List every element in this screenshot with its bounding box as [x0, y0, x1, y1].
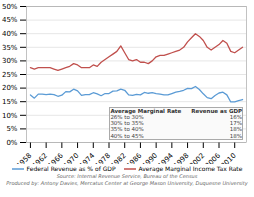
- html-text:Source: Internal Revenue Servi: Source: Internal Revenue Service, Bureau…: [56, 173, 198, 179]
- html-text:26% to 30%: 26% to 30%: [110, 113, 144, 120]
- svg-text:5%: 5%: [6, 125, 17, 133]
- svg-text:1986: 1986: [125, 151, 144, 164]
- svg-text:15%: 15%: [2, 98, 18, 106]
- html-text:Revenue as GDP: Revenue as GDP: [191, 107, 242, 114]
- svg-text:1994: 1994: [157, 151, 176, 164]
- svg-text:1974: 1974: [78, 151, 97, 164]
- html-text:16%: 16%: [229, 113, 242, 120]
- svg-text:20%: 20%: [2, 84, 18, 92]
- svg-text:1970: 1970: [62, 152, 80, 164]
- html-text:18%: 18%: [229, 126, 242, 133]
- svg-text:2010: 2010: [219, 152, 237, 164]
- svg-text:1982: 1982: [109, 152, 127, 164]
- html-text:35% to 40%: 35% to 40%: [110, 126, 144, 133]
- svg-text:2006: 2006: [204, 151, 223, 164]
- html-text:30% to 35%: 30% to 35%: [110, 120, 144, 127]
- svg-text:1962: 1962: [31, 152, 49, 164]
- svg-text:50%: 50%: [2, 3, 18, 11]
- svg-text:25%: 25%: [2, 71, 18, 79]
- svg-text:45%: 45%: [2, 16, 18, 24]
- svg-text:35%: 35%: [2, 44, 18, 52]
- svg-text:30%: 30%: [2, 57, 18, 65]
- html-text:40% to 45%: 40% to 45%: [110, 132, 144, 139]
- html-text:Federal Revenue as % of GDP: Federal Revenue as % of GDP: [26, 165, 116, 172]
- svg-text:10%: 10%: [2, 112, 18, 120]
- html-text:18%: 18%: [229, 132, 242, 139]
- html-text:Average Marginal Rate: Average Marginal Rate: [110, 107, 182, 114]
- svg-text:40%: 40%: [2, 30, 18, 38]
- svg-text:1990: 1990: [141, 152, 159, 164]
- svg-text:1966: 1966: [47, 151, 66, 164]
- html-text:17%: 17%: [229, 120, 242, 127]
- svg-text:1978: 1978: [94, 152, 112, 164]
- html-text:Produced by: Antony Davies, Me: Produced by: Antony Davies, Mercatus Cen…: [6, 179, 248, 186]
- html-text:Average Marginal Income Tax Ra: Average Marginal Income Tax Rate: [138, 165, 243, 172]
- svg-text:0%: 0%: [6, 139, 17, 147]
- svg-text:1998: 1998: [172, 152, 190, 164]
- svg-text:2002: 2002: [188, 152, 206, 164]
- svg-text:1958: 1958: [15, 152, 33, 164]
